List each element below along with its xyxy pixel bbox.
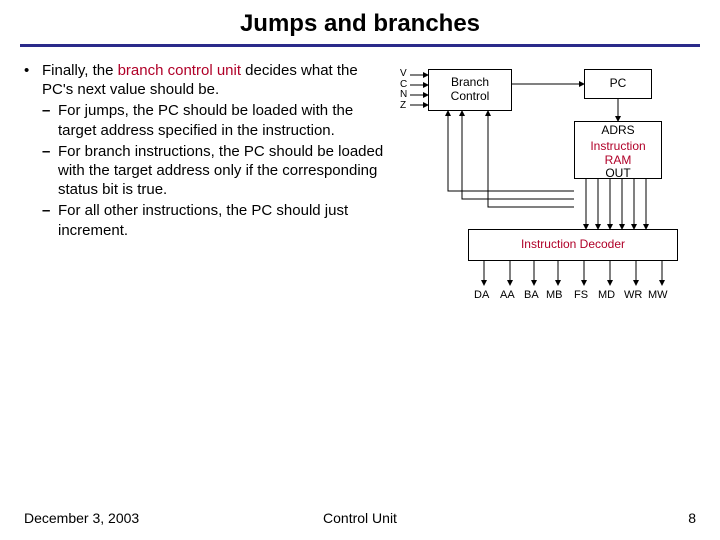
pc-label: PC (610, 77, 627, 91)
sub-body: For branch instructions, the PC should b… (58, 142, 384, 200)
out-md: MD (598, 289, 615, 301)
flag-n: N (400, 90, 407, 101)
ram-out-label: OUT (605, 167, 630, 181)
out-wr: WR (624, 289, 642, 301)
sub-marker: – (42, 101, 58, 139)
slide-title: Jumps and branches (0, 0, 720, 44)
bullet-lead: Finally, the (42, 62, 118, 79)
footer-center: Control Unit (248, 510, 472, 526)
instruction-ram-box: ADRS InstructionRAM OUT (574, 121, 662, 179)
bullet-item: • Finally, the branch control unit decid… (24, 61, 384, 240)
bullet-highlight: branch control unit (118, 62, 241, 79)
sub-body: For jumps, the PC should be loaded with … (58, 101, 384, 139)
instruction-decoder-box: Instruction Decoder (468, 229, 678, 261)
out-ba: BA (524, 289, 539, 301)
decoder-label: Instruction Decoder (521, 238, 625, 252)
branch-control-label: BranchControl (451, 76, 490, 104)
footer: December 3, 2003 Control Unit 8 (0, 510, 720, 526)
pc-box: PC (584, 69, 652, 99)
slide: Jumps and branches • Finally, the branch… (0, 0, 720, 540)
out-aa: AA (500, 289, 515, 301)
sub-bullet: – For jumps, the PC should be loaded wit… (42, 101, 384, 139)
sub-marker: – (42, 201, 58, 239)
out-da: DA (474, 289, 489, 301)
bullet-body: Finally, the branch control unit decides… (42, 61, 384, 240)
sub-body: For all other instructions, the PC shoul… (58, 201, 384, 239)
out-fs: FS (574, 289, 588, 301)
out-mw: MW (648, 289, 668, 301)
sub-marker: – (42, 142, 58, 200)
branch-control-box: BranchControl (428, 69, 512, 111)
ram-adrs-label: ADRS (601, 124, 634, 138)
flag-v: V (400, 69, 407, 80)
block-diagram: V C N Z BranchControl PC ADRS Instructio… (388, 61, 698, 361)
ram-mid-label: InstructionRAM (590, 140, 645, 168)
sub-bullet: – For all other instructions, the PC sho… (42, 201, 384, 239)
sub-bullet: – For branch instructions, the PC should… (42, 142, 384, 200)
flag-labels: V C N Z (400, 69, 407, 111)
bullet-marker: • (24, 61, 42, 240)
content-row: • Finally, the branch control unit decid… (0, 47, 720, 361)
footer-page: 8 (472, 510, 696, 526)
footer-date: December 3, 2003 (24, 510, 248, 526)
out-mb: MB (546, 289, 563, 301)
bullet-text: • Finally, the branch control unit decid… (24, 61, 384, 361)
flag-z: Z (400, 101, 407, 112)
